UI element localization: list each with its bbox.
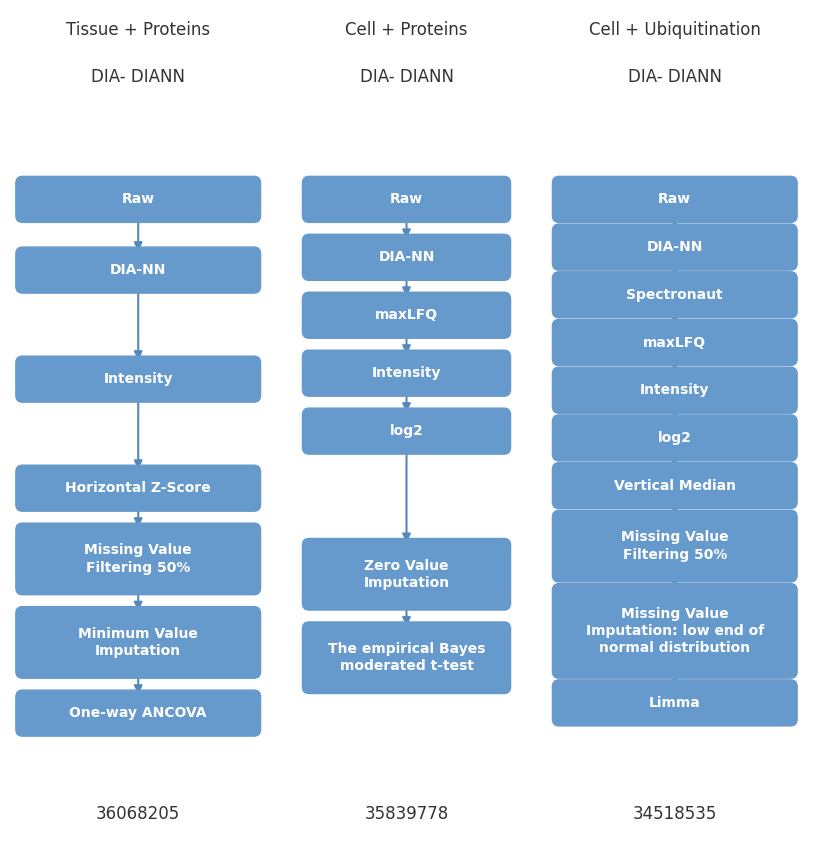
- Text: DIA- DIANN: DIA- DIANN: [91, 67, 185, 86]
- Text: DIA-NN: DIA-NN: [378, 250, 435, 264]
- FancyBboxPatch shape: [302, 176, 511, 222]
- FancyBboxPatch shape: [553, 272, 797, 318]
- Text: DIA- DIANN: DIA- DIANN: [359, 67, 454, 86]
- FancyBboxPatch shape: [302, 622, 511, 694]
- Text: DIA-NN: DIA-NN: [110, 263, 167, 277]
- Text: 34518535: 34518535: [633, 804, 717, 823]
- Text: Raw: Raw: [390, 193, 423, 206]
- FancyBboxPatch shape: [302, 408, 511, 454]
- Text: DIA-NN: DIA-NN: [646, 240, 703, 254]
- Text: Missing Value
Filtering 50%: Missing Value Filtering 50%: [621, 531, 728, 561]
- Text: Cell + Proteins: Cell + Proteins: [346, 20, 467, 39]
- Text: Minimum Value
Imputation: Minimum Value Imputation: [78, 627, 198, 658]
- FancyBboxPatch shape: [16, 607, 260, 678]
- FancyBboxPatch shape: [553, 584, 797, 678]
- FancyBboxPatch shape: [302, 538, 511, 610]
- Text: Intensity: Intensity: [372, 366, 441, 380]
- Text: 35839778: 35839778: [364, 804, 449, 823]
- FancyBboxPatch shape: [553, 415, 797, 461]
- FancyBboxPatch shape: [302, 292, 511, 338]
- Text: Horizontal Z-Score: Horizontal Z-Score: [65, 481, 211, 495]
- Text: Spectronaut: Spectronaut: [627, 288, 723, 302]
- FancyBboxPatch shape: [302, 234, 511, 280]
- Text: Intensity: Intensity: [640, 383, 710, 397]
- FancyBboxPatch shape: [553, 463, 797, 509]
- Text: Limma: Limma: [649, 696, 701, 710]
- FancyBboxPatch shape: [16, 523, 260, 595]
- FancyBboxPatch shape: [553, 680, 797, 726]
- FancyBboxPatch shape: [553, 367, 797, 413]
- Text: log2: log2: [389, 424, 424, 438]
- FancyBboxPatch shape: [16, 247, 260, 293]
- FancyBboxPatch shape: [16, 465, 260, 511]
- Text: Intensity: Intensity: [103, 372, 173, 386]
- Text: Raw: Raw: [122, 193, 154, 206]
- FancyBboxPatch shape: [553, 320, 797, 366]
- FancyBboxPatch shape: [16, 356, 260, 402]
- Text: Raw: Raw: [659, 193, 691, 206]
- Text: Zero Value
Imputation: Zero Value Imputation: [363, 559, 450, 590]
- Text: Tissue + Proteins: Tissue + Proteins: [66, 20, 211, 39]
- Text: maxLFQ: maxLFQ: [375, 308, 438, 322]
- FancyBboxPatch shape: [553, 224, 797, 270]
- Text: maxLFQ: maxLFQ: [643, 336, 706, 349]
- Text: Missing Value
Filtering 50%: Missing Value Filtering 50%: [85, 544, 192, 574]
- Text: 36068205: 36068205: [96, 804, 180, 823]
- FancyBboxPatch shape: [553, 176, 797, 222]
- FancyBboxPatch shape: [302, 350, 511, 396]
- Text: One-way ANCOVA: One-way ANCOVA: [69, 706, 207, 720]
- Text: Vertical Median: Vertical Median: [614, 479, 736, 492]
- Text: The empirical Bayes
moderated t-test: The empirical Bayes moderated t-test: [328, 642, 485, 673]
- Text: Missing Value
Imputation: low end of
normal distribution: Missing Value Imputation: low end of nor…: [585, 607, 764, 655]
- Text: log2: log2: [658, 431, 692, 445]
- FancyBboxPatch shape: [16, 690, 260, 736]
- Text: Cell + Ubiquitination: Cell + Ubiquitination: [589, 20, 761, 39]
- FancyBboxPatch shape: [16, 176, 260, 222]
- Text: DIA- DIANN: DIA- DIANN: [628, 67, 722, 86]
- FancyBboxPatch shape: [553, 510, 797, 582]
